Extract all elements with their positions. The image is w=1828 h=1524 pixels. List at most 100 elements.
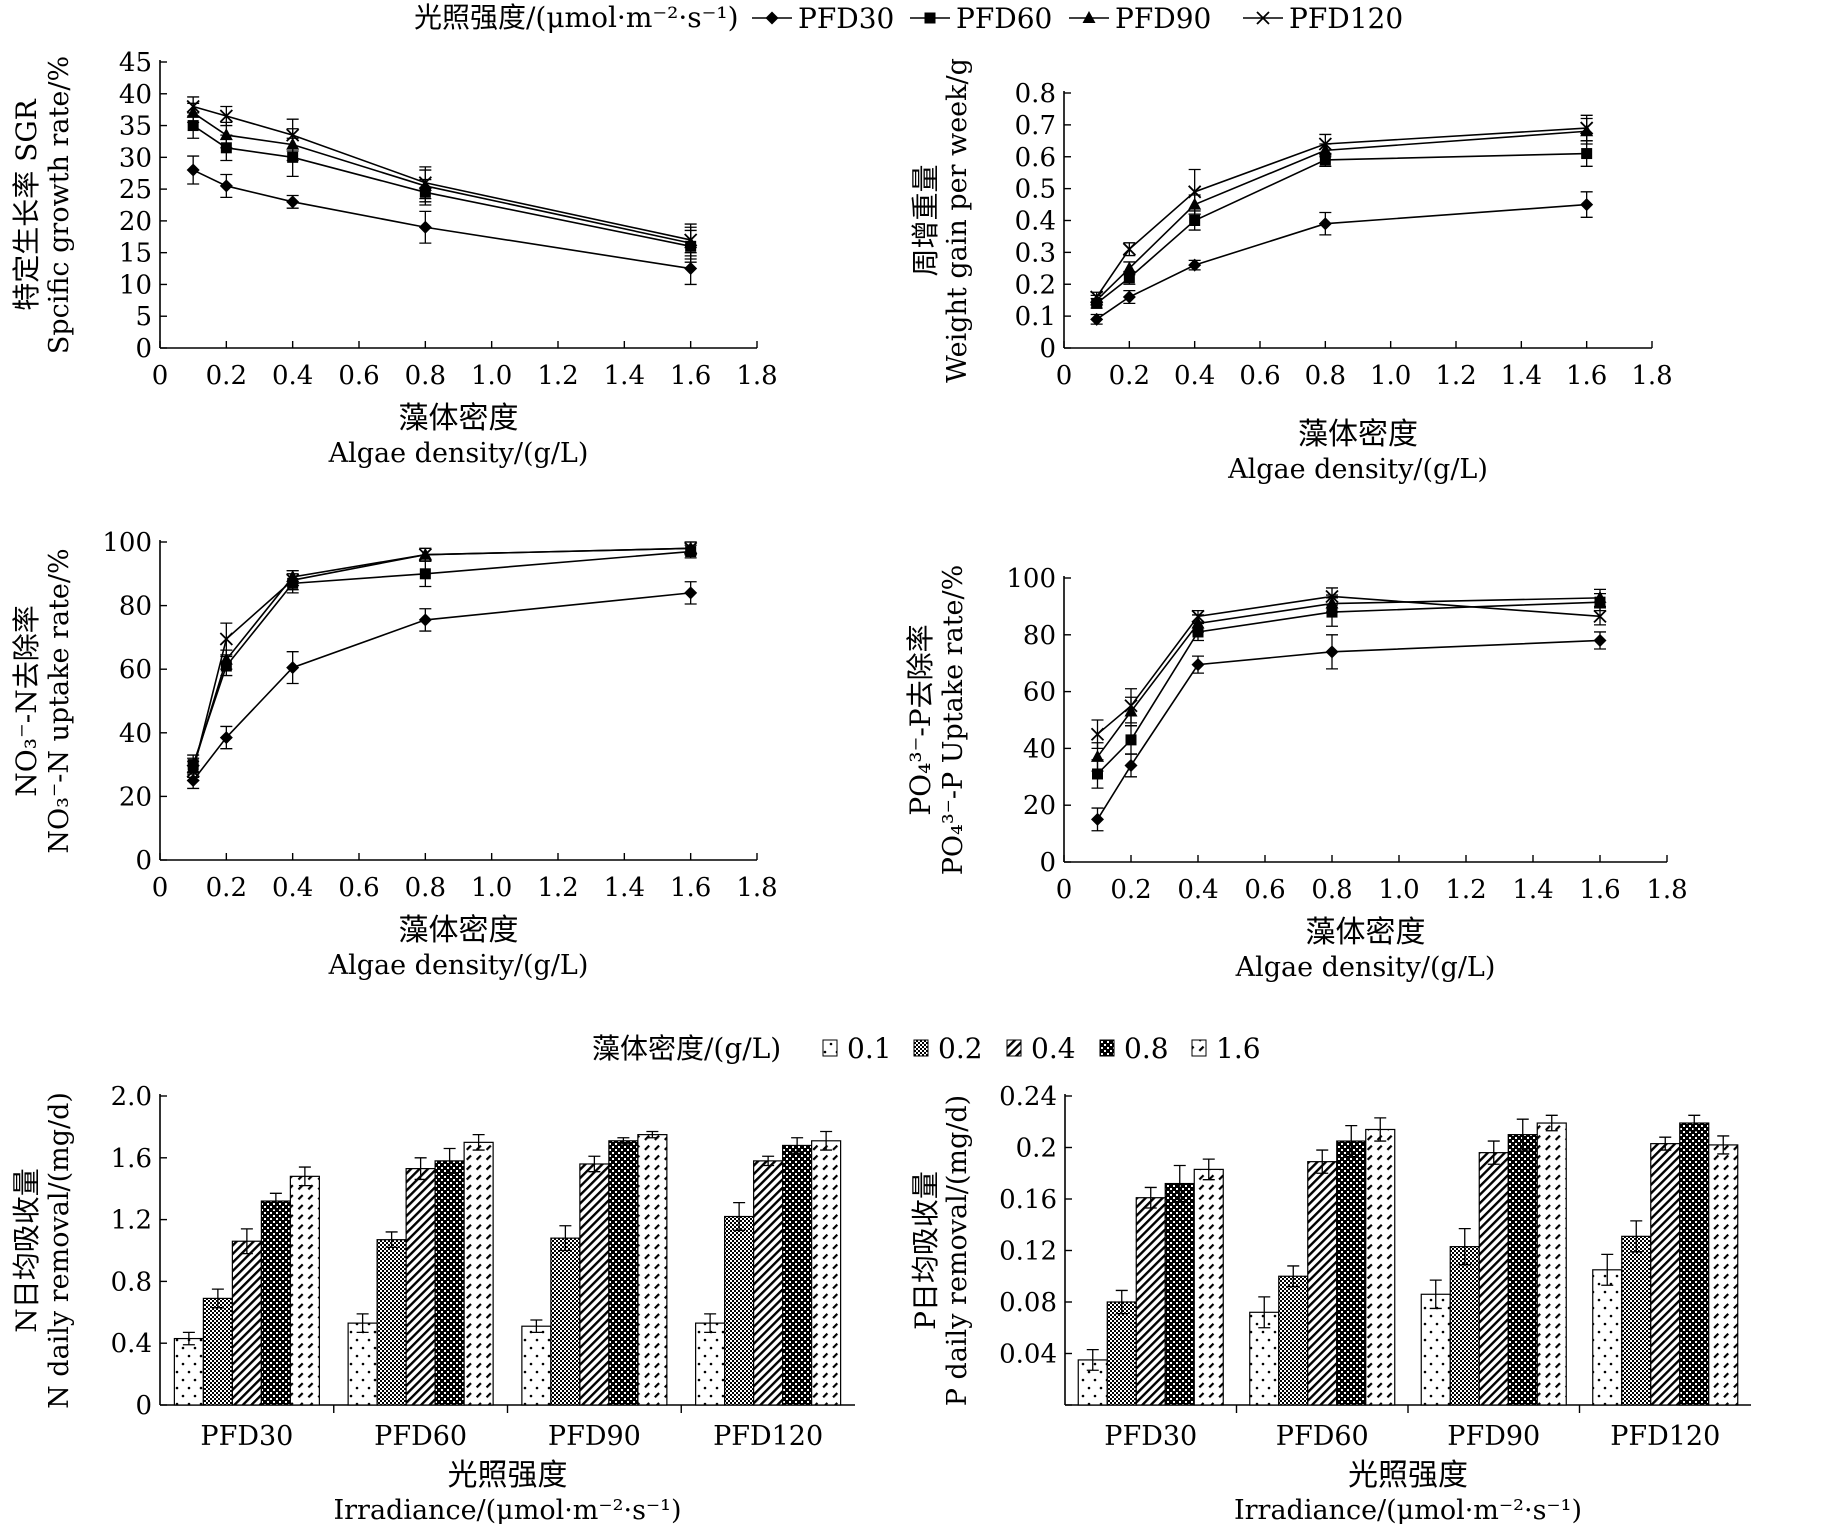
x-axis-title-cn: 光照强度 [1348,1458,1468,1493]
data-point-pfd60 [1319,154,1331,166]
bar-density-0.1 [347,1322,378,1406]
category-label: PFD90 [1447,1421,1540,1452]
bar-density-0.2 [1278,1275,1309,1406]
y-tick-label: 100 [1006,564,1056,594]
error-bar [240,1228,253,1255]
error-bar [588,1155,601,1173]
bar-density-1.6 [1193,1168,1224,1406]
bar-density-0.1 [173,1337,204,1406]
x-tick-label: 1.0 [1378,875,1419,905]
bar-density-0.2 [550,1237,581,1406]
legend-marker-pfd90 [1082,11,1096,23]
legend-swatch-0.4 [1006,1039,1022,1057]
series-line-pfd90 [192,547,691,769]
y-tick-label: 0.8 [111,1267,152,1297]
data-point-pfd120 [1188,185,1202,199]
data-point-pfd120 [1593,609,1607,623]
x-tick-label: 0.4 [272,361,313,391]
x-tick-label: 0.8 [405,873,446,903]
data-point-pfd120 [1124,699,1138,713]
x-tick-label: 1.8 [1631,361,1672,391]
category-label: PFD60 [374,1421,467,1452]
y-tick-label: 40 [119,80,152,110]
y-tick-label: 0.2 [1015,270,1056,300]
x-axis-title-en: Irradiance/(μmol·m⁻²·s⁻¹) [1234,1495,1582,1524]
x-tick-label: 0.4 [1174,361,1215,391]
x-tick-label: 1.2 [537,873,578,903]
y-tick-label: 40 [119,719,152,749]
y-tick-label: 25 [119,175,152,205]
legend-title: 光照强度/(μmol·m⁻²·s⁻¹) [414,1,739,34]
data-point-pfd120 [1090,727,1105,741]
data-point-pfd30 [1325,645,1339,659]
data-point-pfd30 [1091,812,1104,826]
y-tick-label: 40 [1023,734,1056,764]
y-tick-label: 1.6 [111,1144,152,1174]
x-tick-label: 0 [1056,361,1073,391]
bar-density-0.4 [231,1240,262,1406]
series-line-pfd30 [1096,639,1601,820]
bar-density-1.6 [1536,1122,1567,1406]
nitrate-uptake-line-chart: 0 20 40 60 80 100 0 0.2 0.4 0.6 0.8 1.0 1.2 1.4 1.6 1.8… [10,528,778,981]
y-tick-label: 0 [1039,848,1056,878]
error-bar [1086,1348,1099,1371]
y-tick-label: 0.4 [111,1329,152,1359]
x-tick-label: 0.2 [1110,875,1151,905]
data-point-pfd30 [684,586,698,600]
data-point-pfd30 [1090,312,1104,326]
y-axis-title-en: N daily removal/(mg/d) [44,1092,75,1409]
y-tick-label: 0 [135,1391,152,1421]
bar-density-0.1 [1592,1269,1623,1406]
error-bar [356,1313,369,1334]
x-tick-label: 0.2 [206,873,247,903]
series-line-pfd30 [1096,203,1587,320]
x-tick-label: 1.2 [1435,361,1476,391]
bar-density-0.2 [202,1297,233,1406]
error-bar [1115,1289,1128,1315]
x-axis-title-en: Algae density/(g/L) [328,438,589,469]
line-chart-legend: 光照强度/(μmol·m⁻²·s⁻¹) PFD30 PFD60 PFD90 PFD120 [414,1,1403,35]
y-tick-label: 0.1 [1015,302,1056,332]
bar-density-0.2 [1106,1301,1137,1406]
x-tick-label: 1.8 [1646,875,1687,905]
x-tick-label: 1.6 [1566,361,1607,391]
y-tick-label: 20 [119,207,152,237]
error-bar [1258,1296,1271,1329]
error-bar [559,1225,572,1252]
error-bar [704,1313,717,1334]
data-point-pfd120 [1580,121,1594,135]
error-bar [530,1319,543,1334]
bar-density-0.8 [260,1200,291,1406]
bar-density-0.8 [1507,1134,1538,1406]
x-axis-title-en: Algae density/(g/L) [328,950,589,981]
data-point-pfd120 [1122,242,1136,256]
bar-density-0.8 [1164,1182,1195,1406]
error-bar [762,1155,775,1167]
y-tick-label: 20 [1023,791,1056,821]
series-line-pfd120 [1096,595,1601,735]
error-bar [1659,1136,1672,1151]
error-bar [269,1192,282,1210]
x-tick-label: 0.6 [338,873,379,903]
data-point-pfd120 [1318,137,1332,151]
category-label: PFD90 [548,1421,641,1452]
y-axis-title-cn: PO₄³⁻-P去除率 [904,624,937,815]
data-point-pfd90 [1122,261,1136,274]
x-tick-label: 1.6 [670,873,711,903]
y-tick-label: 1.2 [111,1206,152,1236]
bar-density-0.8 [1679,1122,1710,1406]
data-point-pfd60 [419,568,431,580]
y-axis-title-cn: NO₃⁻-N去除率 [10,605,43,796]
legend-swatch-1.6 [1191,1039,1207,1057]
x-tick-label: 1.0 [1370,361,1411,391]
legend-label: PFD30 [798,2,894,35]
data-point-pfd90 [219,652,233,665]
x-tick-label: 1.4 [604,873,645,903]
category-label: PFD120 [1610,1421,1720,1452]
bar-density-1.6 [637,1134,668,1406]
y-axis-title-en: P daily removal/(mg/d) [942,1095,973,1406]
x-axis-title-cn: 藻体密度 [1298,417,1418,452]
y-axis-title-en: Spcific growth rate/% [44,56,75,354]
